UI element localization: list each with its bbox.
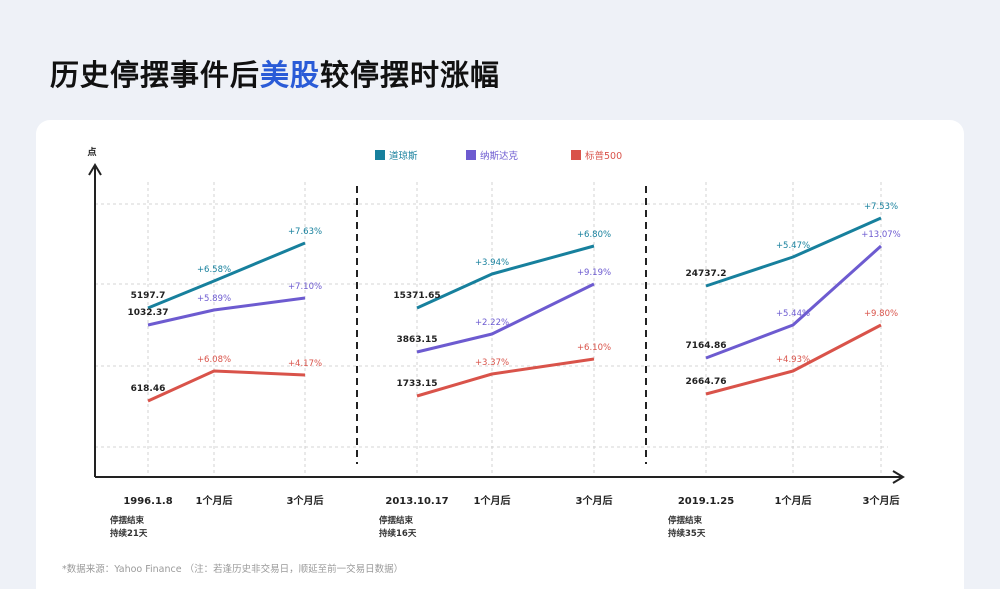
change-label-nasdaq: +13.07% xyxy=(861,230,901,240)
change-label-dow: +6.80% xyxy=(577,230,611,240)
x-axis-arrow xyxy=(892,470,905,484)
base-value-label: 15371.65 xyxy=(393,291,440,301)
base-value-label: 5197.7 xyxy=(131,291,166,301)
line-chart: 点 道琼斯 纳斯达克 标普500 5197.7 +6.58% +7.63% 1032.37 +5… xyxy=(87,146,905,539)
page-title: 历史停摆事件后美股较停摆时涨幅 xyxy=(50,52,500,94)
chart-card: 点 道琼斯 纳斯达克 标普500 5197.7 +6.58% +7.63% 1032.37 +5… xyxy=(36,120,964,589)
series-line-nasdaq xyxy=(147,296,306,327)
base-value-label: 24737.2 xyxy=(686,269,727,279)
series-line-dow xyxy=(147,241,306,310)
y-axis-label: 点 xyxy=(87,146,96,158)
change-label-dow: +6.58% xyxy=(197,265,231,275)
series-line-nasdaq xyxy=(705,244,883,360)
change-label-sp500: +9.80% xyxy=(864,309,898,319)
legend-label-nasdaq: 纳斯达克 xyxy=(480,150,519,162)
x-tick-label: 1个月后 xyxy=(196,494,233,507)
shutdown-note: 持续16天 xyxy=(379,528,417,539)
base-value-label: 2664.76 xyxy=(686,377,727,387)
change-label-sp500: +4.17% xyxy=(288,359,322,369)
change-label-sp500: +4.93% xyxy=(776,355,810,365)
x-tick-label: 1个月后 xyxy=(775,494,812,507)
x-tick-label: 2019.1.25 xyxy=(678,496,734,507)
y-axis-arrow xyxy=(88,163,102,176)
legend-swatch-sp500 xyxy=(571,150,581,160)
change-label-nasdaq: +2.22% xyxy=(475,318,509,328)
shutdown-note: 持续21天 xyxy=(110,528,148,539)
legend-swatch-nasdaq xyxy=(466,150,476,160)
change-label-dow: +3.94% xyxy=(475,258,509,268)
change-label-dow: +5.47% xyxy=(776,241,810,251)
base-value-label: 7164.86 xyxy=(686,341,727,351)
shutdown-note: 停摆结束 xyxy=(668,515,703,526)
base-value-label: 1733.15 xyxy=(397,379,438,389)
base-value-label: 1032.37 xyxy=(128,308,169,318)
legend-label-sp500: 标普500 xyxy=(585,150,622,162)
change-label-sp500: +3.37% xyxy=(475,358,509,368)
title-suffix: 较停摆时涨幅 xyxy=(320,58,501,92)
change-label-sp500: +6.10% xyxy=(577,343,611,353)
series-line-sp500 xyxy=(705,323,882,396)
change-label-nasdaq: +5.44% xyxy=(776,309,810,319)
data-source-footnote: *数据来源：Yahoo Finance （注：若逢历史非交易日，顺延至前一交易日… xyxy=(62,564,404,575)
series-line-dow xyxy=(705,216,882,288)
x-tick-label: 2013.10.17 xyxy=(385,496,448,507)
x-tick-label: 3个月后 xyxy=(287,494,324,507)
change-label-nasdaq: +5.89% xyxy=(197,294,231,304)
change-label-dow: +7.53% xyxy=(864,202,898,212)
legend-label-dow: 道琼斯 xyxy=(389,150,418,162)
series-line-sp500 xyxy=(416,357,595,398)
shutdown-note: 停摆结束 xyxy=(379,515,414,526)
change-label-dow: +7.63% xyxy=(288,227,322,237)
shutdown-note: 持续35天 xyxy=(668,528,706,539)
series-line-sp500 xyxy=(147,369,306,403)
base-value-label: 618.46 xyxy=(131,384,166,394)
series-line-dow xyxy=(416,244,595,310)
base-value-label: 3863.15 xyxy=(397,335,438,345)
title-prefix: 历史停摆事件后 xyxy=(50,58,261,92)
legend-swatch-dow xyxy=(375,150,385,160)
x-tick-label: 1996.1.8 xyxy=(123,496,172,507)
shutdown-note: 停摆结束 xyxy=(110,515,145,526)
change-label-nasdaq: +7.10% xyxy=(288,282,322,292)
change-label-sp500: +6.08% xyxy=(197,355,231,365)
title-highlight: 美股 xyxy=(260,58,321,92)
series-line-nasdaq xyxy=(416,282,595,354)
change-label-nasdaq: +9.19% xyxy=(577,268,611,278)
x-tick-label: 3个月后 xyxy=(863,494,900,507)
x-tick-label: 3个月后 xyxy=(576,494,613,507)
x-tick-label: 1个月后 xyxy=(474,494,511,507)
